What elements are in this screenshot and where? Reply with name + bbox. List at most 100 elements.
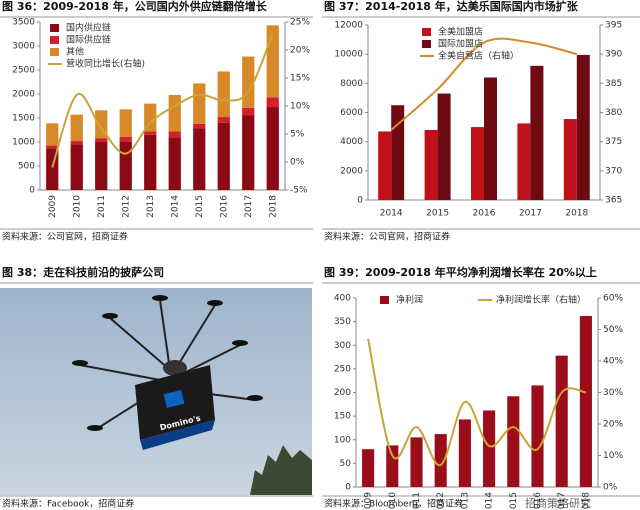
x-tick-label: 2011	[412, 492, 422, 510]
bar	[193, 83, 206, 124]
bar	[217, 71, 230, 118]
x-tick-label: 2014	[380, 209, 403, 219]
x-tick-label: 2013	[146, 195, 156, 218]
y-tick-label: 10000	[334, 50, 363, 60]
y2-tick-label: 10%	[603, 451, 623, 461]
legend-label: 净利润	[396, 294, 423, 306]
panel-title: 图 37：2014-2018 年，达美乐国际国内市场扩张	[324, 0, 579, 13]
bar	[242, 107, 255, 116]
y2-tick-label: 20%	[290, 46, 310, 56]
bar	[266, 25, 279, 98]
bar	[424, 130, 438, 200]
watermark: 招商策略研究	[525, 496, 591, 510]
bar	[242, 115, 255, 190]
y-tick-label: 400	[334, 294, 351, 304]
legend-label: 全美自营店（右轴）	[438, 50, 519, 62]
x-tick-label: 2016	[473, 209, 496, 219]
y-tick-label: 1500	[12, 114, 35, 124]
x-tick-label: 2018	[268, 195, 278, 218]
bar	[119, 136, 132, 142]
x-tick-label: 2017	[244, 195, 254, 218]
bar	[362, 449, 375, 487]
bar	[70, 114, 83, 142]
bar	[484, 77, 497, 200]
x-tick-label: 2012	[121, 195, 131, 218]
y2-tick-label: 30%	[603, 388, 623, 398]
y-tick-label: 350	[334, 317, 351, 327]
y2-tick-label: 5%	[290, 130, 305, 140]
x-tick-label: 2013	[460, 492, 470, 510]
bar	[507, 396, 520, 487]
y-tick-label: 500	[18, 162, 35, 172]
x-tick-label: 2016	[219, 195, 229, 218]
x-tick-label: 2015	[195, 195, 205, 218]
y-tick-label: 3500	[12, 18, 35, 28]
x-tick-label: 2018	[565, 209, 588, 219]
y2-tick-label: 380	[605, 108, 622, 118]
bar	[555, 355, 568, 487]
bar	[579, 315, 592, 487]
bar	[168, 131, 181, 138]
y-tick-label: 6000	[340, 108, 363, 118]
x-tick-label: 2017	[557, 492, 567, 510]
legend-label: 国际加盟店	[438, 38, 483, 50]
x-tick-label: 2014	[485, 492, 495, 510]
x-tick-label: 2014	[170, 195, 180, 218]
x-tick-label: 2010	[72, 195, 82, 218]
y-tick-label: 0	[345, 483, 351, 493]
y2-tick-label: 385	[605, 79, 622, 89]
legend-swatch	[50, 48, 59, 56]
y-tick-label: 4000	[340, 137, 363, 147]
y2-tick-label: 0%	[290, 158, 305, 168]
source: 资料来源：公司官网，招商证券	[2, 231, 128, 243]
legend-swatch	[422, 28, 431, 36]
y-tick-label: 8000	[340, 79, 363, 89]
y-tick-label: 300	[334, 341, 351, 351]
bar	[168, 94, 181, 132]
source: 资料来源：公司官网，招商证券	[324, 231, 450, 243]
bar	[95, 138, 108, 142]
bar	[434, 434, 447, 487]
x-tick-label: 2012	[436, 492, 446, 510]
y2-tick-label: 375	[605, 137, 622, 147]
bar	[46, 145, 59, 149]
bar	[576, 54, 590, 201]
y2-tick-label: 15%	[290, 74, 310, 84]
bar	[46, 123, 59, 146]
y2-tick-label: 0%	[603, 483, 618, 493]
y-tick-label: 12000	[334, 21, 363, 31]
x-tick-label: 2011	[97, 195, 107, 218]
bar	[386, 445, 399, 487]
legend-swatch	[50, 24, 59, 32]
legend-label: 国内供应链	[66, 22, 111, 34]
bar	[193, 128, 206, 190]
y-tick-label: 50	[340, 459, 352, 469]
bar	[437, 93, 451, 200]
bar	[410, 437, 423, 487]
legend-label: 净利润增长率（右轴）	[496, 294, 586, 306]
bar	[266, 97, 279, 107]
bar	[144, 134, 157, 190]
bar	[70, 141, 83, 145]
source: 资料来源：Bloomberg，招商证券	[324, 498, 463, 510]
legend-label: 其他	[66, 46, 84, 58]
y-tick-label: 3000	[12, 42, 35, 52]
bar	[193, 123, 206, 129]
x-tick-label: 2009	[364, 492, 374, 510]
y2-tick-label: 10%	[290, 102, 310, 112]
legend-label: 营收同比增长(右轴)	[66, 58, 145, 70]
legend-label: 国际供应链	[66, 34, 111, 46]
y-tick-label: 0	[357, 196, 363, 206]
legend-swatch	[422, 40, 431, 48]
y-tick-label: 150	[334, 412, 351, 422]
photo: Domino's	[0, 288, 312, 495]
y-tick-label: 200	[334, 388, 351, 398]
bar	[217, 122, 230, 190]
source: 资料来源：Facebook，招商证券	[2, 498, 134, 510]
bar	[95, 142, 108, 190]
y-tick-label: 100	[334, 435, 351, 445]
bar	[563, 119, 577, 200]
bar	[531, 385, 544, 487]
bar	[458, 419, 471, 487]
